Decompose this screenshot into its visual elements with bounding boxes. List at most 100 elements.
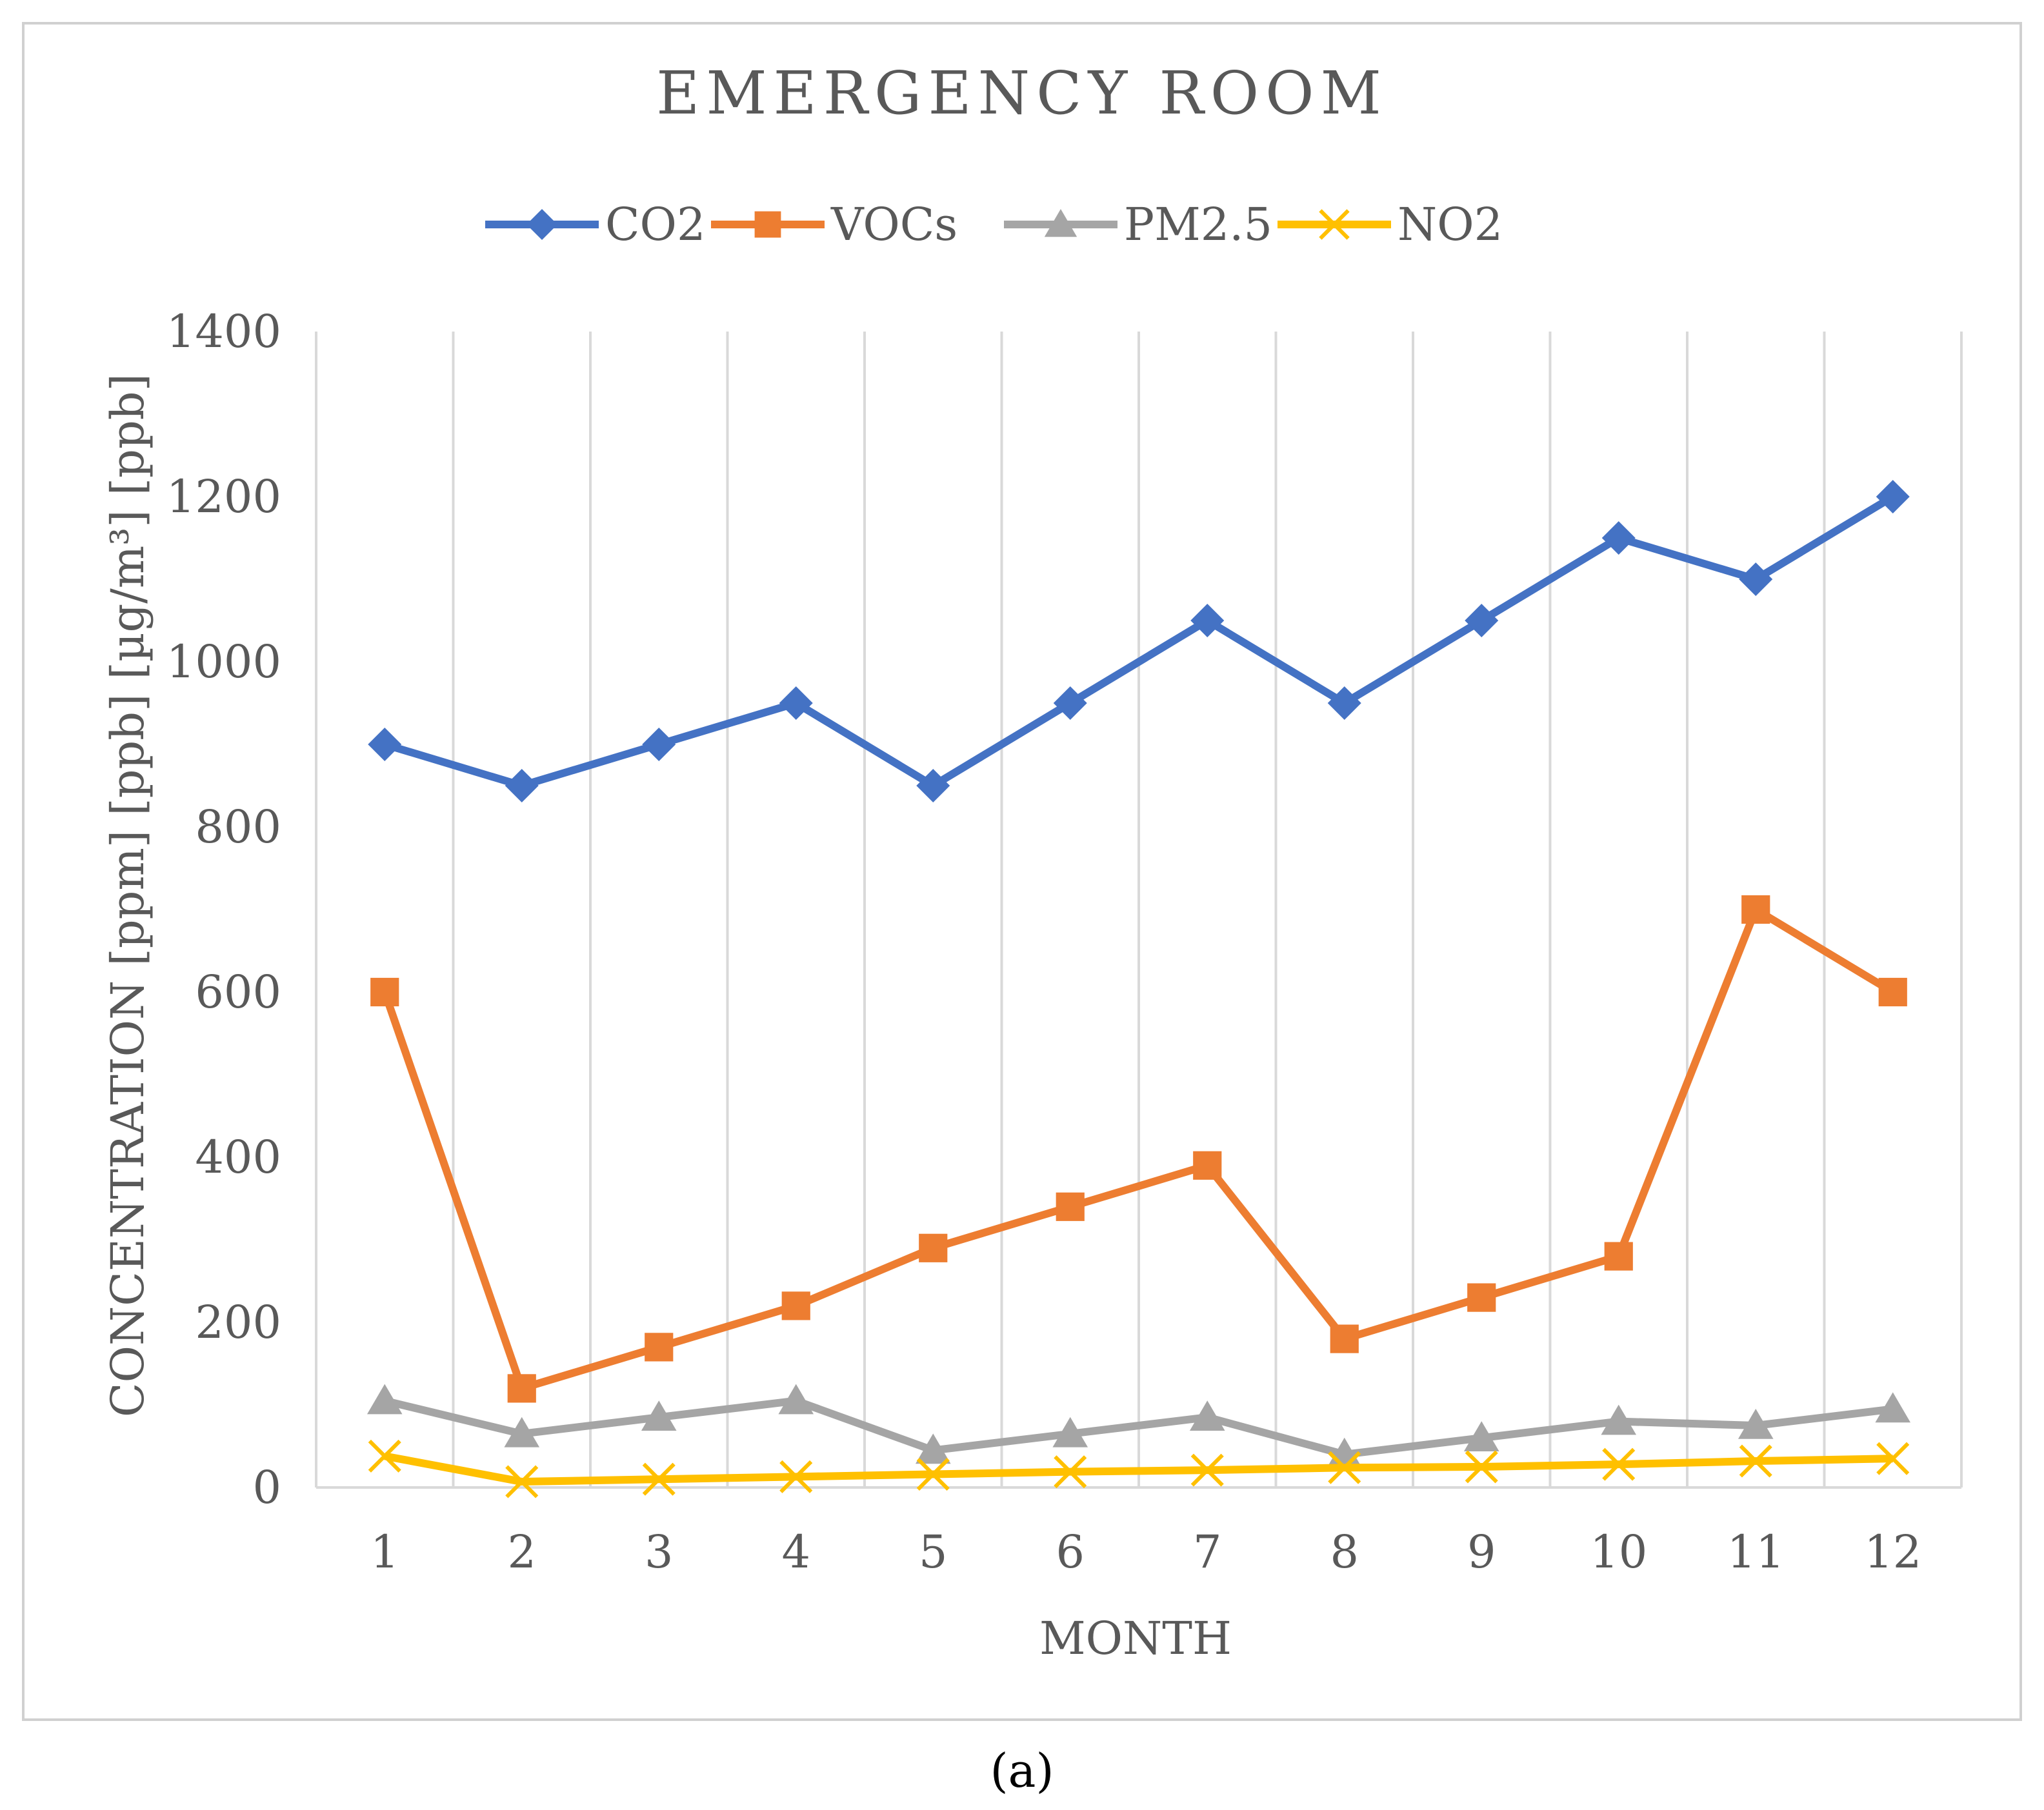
x-tick-label: 7 — [1193, 1526, 1222, 1578]
x-tick-label: 3 — [645, 1526, 674, 1578]
legend-label: NO2 — [1398, 198, 1503, 251]
data-point — [1328, 1451, 1361, 1484]
x-tick-label: 12 — [1864, 1526, 1921, 1578]
data-point — [507, 1374, 536, 1403]
data-point — [781, 1291, 810, 1320]
marker-x-stroke — [779, 1460, 813, 1493]
data-point — [1052, 1417, 1088, 1447]
y-tick-label: 1200 — [166, 470, 281, 523]
series-line — [384, 1452, 1893, 1486]
data-point — [1193, 1151, 1222, 1180]
y-tick-label: 800 — [195, 801, 281, 853]
data-point — [1876, 1442, 1910, 1475]
legend-marker — [1319, 209, 1350, 240]
y-tick-label: 400 — [195, 1131, 281, 1184]
data-point — [1189, 1400, 1225, 1431]
legend-label: PM2.5 — [1124, 198, 1272, 251]
legend-marker — [526, 209, 557, 240]
marker-x-stroke — [1328, 1451, 1361, 1484]
x-tick-label: 5 — [919, 1526, 948, 1578]
data-point — [368, 1439, 401, 1473]
x-tick-label: 10 — [1590, 1526, 1647, 1578]
y-axis-ticks: 0 200 400 600 800 1000 1200 1400 — [166, 305, 281, 1514]
data-point — [1739, 562, 1773, 596]
legend: CO2 VOCs PM2.5 NO2 — [485, 198, 1503, 251]
data-point — [1601, 1404, 1637, 1435]
x-axis-ticks: 1 2 3 4 5 6 7 8 9 10 11 12 — [370, 1526, 1921, 1578]
data-point — [1604, 1242, 1633, 1271]
data-point — [1467, 1283, 1496, 1312]
y-tick-label: 200 — [195, 1296, 281, 1349]
data-point — [1054, 1455, 1087, 1489]
data-point — [1056, 1192, 1085, 1221]
marker-x-stroke — [1054, 1455, 1087, 1489]
marker-x-stroke — [368, 1439, 401, 1473]
data-point — [1875, 1392, 1911, 1423]
marker-x-stroke — [1190, 1453, 1224, 1487]
data-point — [1741, 895, 1770, 924]
y-axis-label: CONCENTRATION [ppm] [ppb] [µg/m³] [ppb] — [101, 373, 154, 1417]
data-point — [1876, 480, 1910, 513]
legend-marker — [754, 211, 781, 238]
series-group — [366, 480, 1911, 1498]
x-tick-label: 8 — [1330, 1526, 1359, 1578]
y-tick-label: 600 — [195, 966, 281, 1019]
data-point — [1602, 1447, 1636, 1481]
x-axis-label: MONTH — [1039, 1612, 1232, 1665]
data-point — [778, 1384, 814, 1415]
x-tick-label: 1 — [370, 1526, 399, 1578]
data-point — [645, 1333, 674, 1362]
series-vocs — [370, 895, 1907, 1403]
legend-item: CO2 — [485, 198, 705, 251]
y-tick-label: 1000 — [166, 635, 281, 688]
marker-x-stroke — [1319, 209, 1350, 240]
legend-item: NO2 — [1278, 198, 1503, 251]
data-point — [642, 728, 676, 761]
marker-x-stroke — [642, 1462, 676, 1496]
data-point — [1739, 1444, 1772, 1478]
series-line — [383, 1397, 1894, 1458]
legend-item: VOCs — [711, 198, 957, 251]
data-point — [915, 1433, 951, 1464]
data-point — [1190, 604, 1225, 637]
data-point — [916, 769, 950, 802]
y-tick-label: 1400 — [166, 305, 281, 358]
x-tick-label: 4 — [781, 1526, 810, 1578]
gridlines — [315, 332, 1963, 1489]
data-point — [504, 1417, 540, 1447]
marker-x-stroke — [916, 1457, 950, 1491]
series-line — [381, 906, 1895, 1393]
marker-x-stroke — [1602, 1447, 1636, 1481]
legend-label: VOCs — [830, 198, 957, 251]
data-point — [1738, 1409, 1774, 1439]
data-point — [368, 728, 402, 761]
marker-x-stroke — [1465, 1450, 1498, 1484]
x-tick-label: 9 — [1467, 1526, 1496, 1578]
data-point — [1327, 686, 1361, 720]
x-tick-label: 11 — [1727, 1526, 1785, 1578]
y-tick-label: 0 — [252, 1461, 281, 1514]
data-point — [1465, 1450, 1498, 1484]
x-tick-label: 6 — [1056, 1526, 1085, 1578]
chart-title: EMERGENCY ROOM — [656, 59, 1388, 128]
legend-item: PM2.5 — [1004, 198, 1272, 251]
series-no2 — [368, 1439, 1910, 1498]
data-point — [1878, 977, 1907, 1007]
data-point — [779, 686, 813, 720]
x-tick-label: 2 — [507, 1526, 536, 1578]
data-point — [505, 1465, 539, 1498]
marker-x-stroke — [1876, 1442, 1910, 1475]
data-point — [1190, 1453, 1224, 1487]
data-point — [370, 977, 399, 1007]
data-point — [642, 1462, 676, 1496]
data-point — [1601, 521, 1636, 555]
data-point — [1465, 604, 1499, 637]
data-point — [779, 1460, 813, 1493]
marker-x-stroke — [1739, 1444, 1772, 1478]
data-point — [366, 1384, 403, 1415]
data-point — [916, 1457, 950, 1491]
data-point — [641, 1400, 677, 1431]
data-point — [919, 1233, 948, 1262]
series-co2 — [368, 480, 1910, 802]
